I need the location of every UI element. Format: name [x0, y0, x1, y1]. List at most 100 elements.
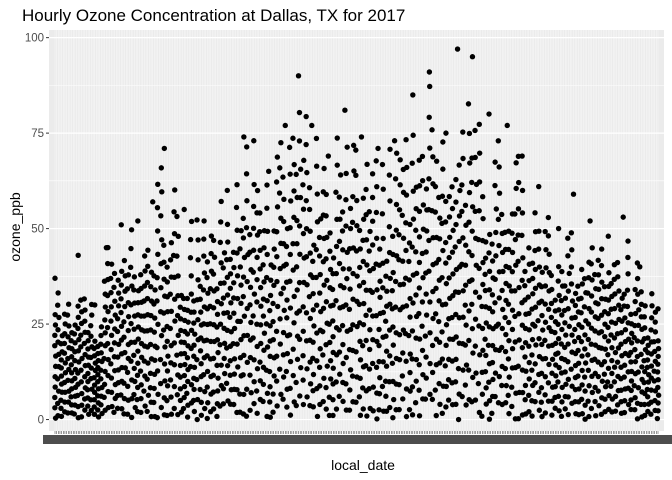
data-point [254, 254, 260, 261]
data-point [240, 235, 247, 241]
data-point [138, 382, 144, 388]
data-point [456, 213, 463, 219]
data-point [311, 242, 317, 248]
data-point [420, 371, 426, 378]
data-point [546, 361, 552, 368]
data-point-daily-max [620, 214, 626, 220]
data-point [505, 392, 511, 399]
data-point [111, 409, 117, 415]
data-point [125, 383, 131, 390]
data-point [55, 290, 61, 296]
data-point [300, 206, 307, 212]
data-point [582, 332, 588, 338]
data-point [316, 364, 323, 371]
data-point-daily-max [443, 130, 449, 136]
data-point [389, 360, 396, 366]
data-point [68, 354, 75, 360]
data-point [314, 191, 321, 197]
data-point [257, 359, 263, 365]
y-tick-label: 25 [31, 319, 44, 331]
data-point [208, 233, 215, 239]
data-point [254, 187, 261, 194]
data-point [62, 370, 69, 376]
data-point [555, 393, 562, 400]
data-point [307, 228, 313, 234]
data-point [555, 278, 561, 284]
data-point [439, 274, 445, 281]
data-point [114, 328, 121, 335]
data-point [429, 396, 436, 403]
data-point [111, 284, 117, 291]
data-point [462, 262, 469, 268]
data-point [634, 416, 641, 422]
data-point [611, 364, 618, 370]
data-point [271, 282, 277, 289]
data-point [492, 393, 498, 400]
data-point [333, 243, 340, 250]
data-point [131, 352, 137, 359]
data-point [221, 340, 228, 347]
data-point [197, 296, 203, 302]
data-point [480, 215, 486, 222]
data-point [539, 312, 545, 319]
data-point [238, 300, 244, 306]
data-point [379, 383, 386, 390]
data-point [251, 181, 257, 188]
data-point [505, 301, 512, 307]
data-point [233, 204, 240, 211]
data-point [473, 370, 479, 376]
data-point [498, 211, 505, 218]
data-point [303, 254, 310, 260]
data-point [644, 357, 651, 363]
data-point [498, 344, 505, 351]
data-point [313, 246, 319, 253]
data-point [463, 362, 470, 368]
data-point [482, 255, 489, 261]
data-point [575, 360, 582, 366]
data-point [374, 183, 380, 190]
data-point [535, 246, 542, 252]
data-point [118, 323, 125, 329]
data-point [171, 405, 177, 412]
data-point-daily-max [454, 46, 461, 52]
data-point-daily-max [118, 222, 124, 228]
data-point [124, 369, 131, 376]
data-point [52, 405, 58, 411]
data-point [559, 268, 565, 275]
data-point [78, 332, 84, 338]
data-point [502, 348, 509, 355]
data-point [114, 315, 121, 322]
data-point [387, 146, 393, 152]
data-point [568, 230, 575, 236]
data-point [631, 382, 637, 389]
data-point [559, 399, 565, 405]
data-point [549, 412, 555, 418]
data-point [237, 264, 243, 270]
data-point-daily-max [266, 168, 272, 175]
data-point [642, 303, 648, 309]
data-point [234, 341, 240, 347]
data-point [380, 359, 386, 365]
data-point [298, 364, 304, 371]
data-point [78, 414, 85, 420]
data-point [393, 227, 399, 233]
data-point [452, 244, 458, 250]
data-point [396, 381, 402, 388]
data-point [374, 338, 380, 345]
data-point [250, 225, 257, 232]
data-point [370, 337, 376, 343]
data-point [513, 160, 519, 166]
data-point [595, 388, 601, 394]
data-point [612, 291, 618, 297]
data-point [177, 316, 184, 322]
data-point [489, 410, 495, 417]
data-point [241, 352, 247, 358]
data-point [197, 386, 203, 393]
data-point [240, 372, 246, 378]
data-point [602, 333, 608, 340]
data-point [380, 285, 386, 291]
data-point [578, 295, 584, 302]
data-point [648, 387, 654, 393]
data-point [446, 214, 453, 220]
data-point [419, 299, 426, 305]
